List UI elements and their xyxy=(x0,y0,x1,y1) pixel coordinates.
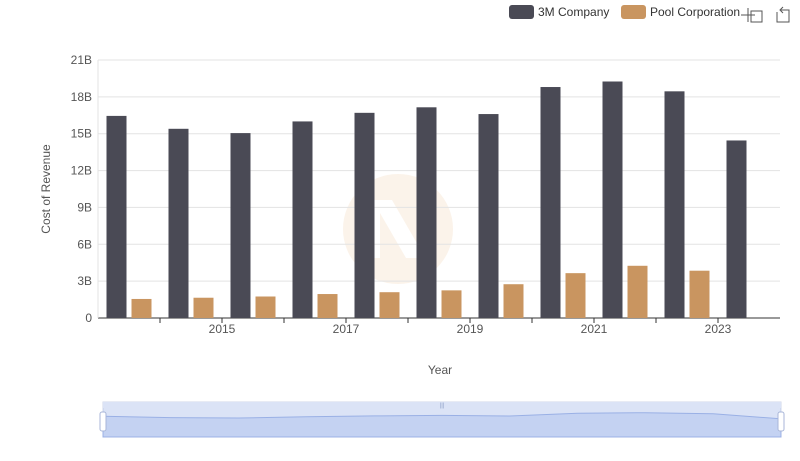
legend-item-3m[interactable]: 3M Company xyxy=(509,5,609,19)
slider-overview-area xyxy=(102,412,782,438)
bar-3m-2019[interactable] xyxy=(416,107,437,318)
bar-3m-2023[interactable] xyxy=(664,91,685,318)
x-axis-title: Year xyxy=(428,363,452,377)
x-tick-label: 2023 xyxy=(705,322,732,336)
x-tick-label: 2017 xyxy=(333,322,360,336)
legend: 3M Company Pool Corporation xyxy=(509,5,740,19)
slider-top-bar[interactable] xyxy=(103,402,781,408)
bar-pool-2020[interactable] xyxy=(503,284,524,318)
bar-3m-2020[interactable] xyxy=(478,114,499,318)
y-tick-label: 9B xyxy=(77,200,92,214)
bar-pool-2014[interactable] xyxy=(131,298,152,318)
y-tick-label: 6B xyxy=(77,237,92,251)
bar-pool-2021[interactable] xyxy=(565,273,586,318)
bar-pool-2017[interactable] xyxy=(317,294,338,318)
slider-right-handle[interactable] xyxy=(777,411,785,432)
bar-pool-2022[interactable] xyxy=(627,265,648,318)
x-tick-label: 2015 xyxy=(209,322,236,336)
x-tick-label: 2019 xyxy=(457,322,484,336)
legend-swatch-pool xyxy=(621,5,646,19)
bar-pool-2016[interactable] xyxy=(255,296,276,319)
y-tick-label: 15B xyxy=(71,127,92,141)
y-axis-title: Cost of Revenue xyxy=(39,144,53,234)
bar-3m-2021[interactable] xyxy=(540,87,561,319)
x-axis: 2015 2017 2019 2021 2023 xyxy=(159,318,732,336)
y-tick-label: 12B xyxy=(71,164,92,178)
slider-grip[interactable]: ||| xyxy=(440,403,445,409)
bar-3m-2015[interactable] xyxy=(168,128,189,318)
zoom-select-icon[interactable] xyxy=(741,8,763,23)
bar-pool-2018[interactable] xyxy=(379,292,400,318)
bar-3m-2022[interactable] xyxy=(602,81,623,319)
bar-pool-2019[interactable] xyxy=(441,290,462,318)
bars[interactable] xyxy=(106,81,747,319)
x-tick-label: 2021 xyxy=(581,322,608,336)
data-zoom-slider[interactable]: ||| xyxy=(99,401,785,438)
y-tick-label: 18B xyxy=(71,90,92,104)
legend-swatch-3m xyxy=(509,5,534,19)
bar-3m-2024[interactable] xyxy=(726,140,747,318)
bar-3m-2014[interactable] xyxy=(106,115,127,319)
bar-3m-2017[interactable] xyxy=(292,121,313,318)
y-tick-label: 21B xyxy=(71,53,92,67)
legend-label-pool: Pool Corporation xyxy=(650,5,740,19)
bar-pool-2015[interactable] xyxy=(193,297,214,318)
y-tick-label: 0 xyxy=(85,311,92,325)
slider-left-handle[interactable] xyxy=(99,411,107,432)
zoom-reset-icon[interactable] xyxy=(776,6,790,23)
bar-pool-2023[interactable] xyxy=(689,270,710,318)
legend-item-pool[interactable]: Pool Corporation xyxy=(621,5,740,19)
legend-label-3m: 3M Company xyxy=(538,5,609,19)
y-axis: 0 3B 6B 9B 12B 15B 18B 21B xyxy=(71,53,93,325)
y-tick-label: 3B xyxy=(77,274,92,288)
bar-3m-2016[interactable] xyxy=(230,133,251,318)
bar-3m-2018[interactable] xyxy=(354,112,375,318)
